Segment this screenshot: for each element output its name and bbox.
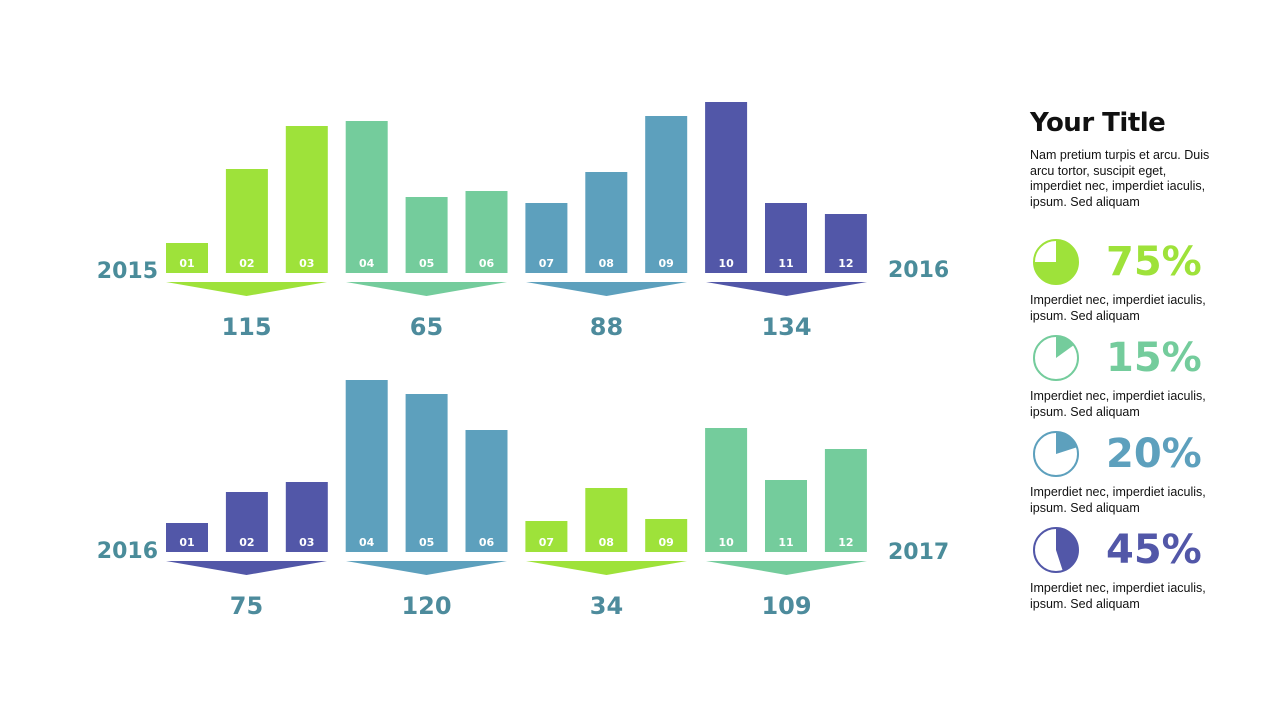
end-year-label: 2016 — [888, 258, 949, 283]
group-total-label: 115 — [221, 313, 271, 341]
bar-category-label: 04 — [359, 536, 375, 549]
bar — [285, 482, 328, 552]
bar-charts: 01 02 03 04 05 06 07 08 09 10 11 12 115 65 88 134 2015 20… — [97, 102, 949, 620]
stat-item: 45% Imperdiet nec, imperdiet iaculis, ip… — [1030, 526, 1260, 616]
bar-category-label: 04 — [359, 257, 375, 270]
bar — [645, 519, 688, 552]
bar — [585, 488, 628, 552]
bar-category-label: 10 — [718, 536, 734, 549]
bar — [166, 243, 208, 273]
bar — [345, 121, 388, 273]
stat-percent: 75% — [1106, 239, 1202, 285]
bar-category-label: 08 — [599, 257, 614, 270]
bar — [765, 480, 807, 552]
sidebar-description: Nam pretium turpis et arcu. Duis arcu to… — [1030, 148, 1210, 209]
bar-category-label: 01 — [179, 536, 194, 549]
group-total-label: 134 — [761, 313, 811, 341]
bar — [465, 430, 508, 552]
bar-category-label: 06 — [479, 257, 495, 270]
bar-category-label: 12 — [838, 536, 853, 549]
group-arrow — [706, 282, 867, 296]
group-arrow — [526, 561, 687, 575]
bar — [525, 521, 568, 552]
sidebar-title: Your Title — [1030, 108, 1166, 138]
bar-category-label: 12 — [838, 257, 853, 270]
bar-category-label: 11 — [778, 536, 793, 549]
pie-icon — [1033, 335, 1079, 381]
group-arrow — [166, 282, 327, 296]
start-year-label: 2015 — [97, 259, 158, 284]
group-arrow — [346, 561, 507, 575]
bar-category-label: 07 — [539, 257, 554, 270]
stat-item: 20% Imperdiet nec, imperdiet iaculis, ip… — [1030, 430, 1260, 520]
start-year-label: 2016 — [97, 539, 158, 564]
pie-icon — [1033, 239, 1079, 285]
group-arrow — [166, 561, 327, 575]
bar — [765, 203, 807, 273]
bar — [225, 492, 268, 552]
group-arrow — [526, 282, 687, 296]
bar — [345, 380, 388, 552]
bar — [405, 394, 448, 552]
pie-icon — [1033, 431, 1079, 477]
bar-category-label: 11 — [778, 257, 793, 270]
stat-description: Imperdiet nec, imperdiet iaculis, ipsum.… — [1030, 389, 1206, 419]
stat-percent: 20% — [1106, 431, 1202, 477]
bar — [405, 197, 448, 273]
bar-category-label: 05 — [419, 536, 434, 549]
bar — [824, 449, 867, 552]
bar — [585, 172, 628, 273]
bar-category-label: 02 — [239, 536, 254, 549]
bar-category-label: 02 — [239, 257, 254, 270]
bar-category-label: 10 — [718, 257, 734, 270]
bar-category-label: 01 — [179, 257, 194, 270]
bar-category-label: 06 — [479, 536, 495, 549]
bar — [705, 428, 748, 552]
stat-item: 15% Imperdiet nec, imperdiet iaculis, ip… — [1030, 334, 1260, 424]
bar — [225, 169, 268, 273]
group-arrow — [706, 561, 867, 575]
bar-category-label: 09 — [659, 257, 674, 270]
group-total-label: 34 — [590, 592, 623, 620]
pie-icon — [1033, 527, 1079, 573]
bar-category-label: 03 — [299, 257, 314, 270]
stat-percent: 45% — [1106, 527, 1202, 573]
stat-description: Imperdiet nec, imperdiet iaculis, ipsum.… — [1030, 581, 1206, 611]
bar — [645, 116, 688, 273]
end-year-label: 2017 — [888, 540, 949, 565]
bar — [525, 203, 568, 273]
bar-category-label: 08 — [599, 536, 614, 549]
stat-description: Imperdiet nec, imperdiet iaculis, ipsum.… — [1030, 293, 1206, 323]
bar — [166, 523, 208, 552]
group-arrow — [346, 282, 507, 296]
sidebar: Your Title Nam pretium turpis et arcu. D… — [1030, 108, 1260, 611]
bar-category-label: 05 — [419, 257, 434, 270]
stat-description: Imperdiet nec, imperdiet iaculis, ipsum.… — [1030, 485, 1206, 515]
group-total-label: 120 — [401, 592, 451, 620]
bar-category-label: 07 — [539, 536, 554, 549]
bar — [705, 102, 748, 273]
stat-percent: 15% — [1106, 335, 1202, 381]
stat-item: 75% Imperdiet nec, imperdiet iaculis, ip… — [1030, 238, 1260, 328]
bar-category-label: 09 — [659, 536, 674, 549]
bar-category-label: 03 — [299, 536, 314, 549]
bar — [285, 126, 328, 273]
group-total-label: 65 — [410, 313, 443, 341]
group-total-label: 109 — [761, 592, 811, 620]
group-total-label: 88 — [590, 313, 623, 341]
bar — [465, 191, 508, 273]
group-total-label: 75 — [230, 592, 263, 620]
bar — [824, 214, 867, 273]
